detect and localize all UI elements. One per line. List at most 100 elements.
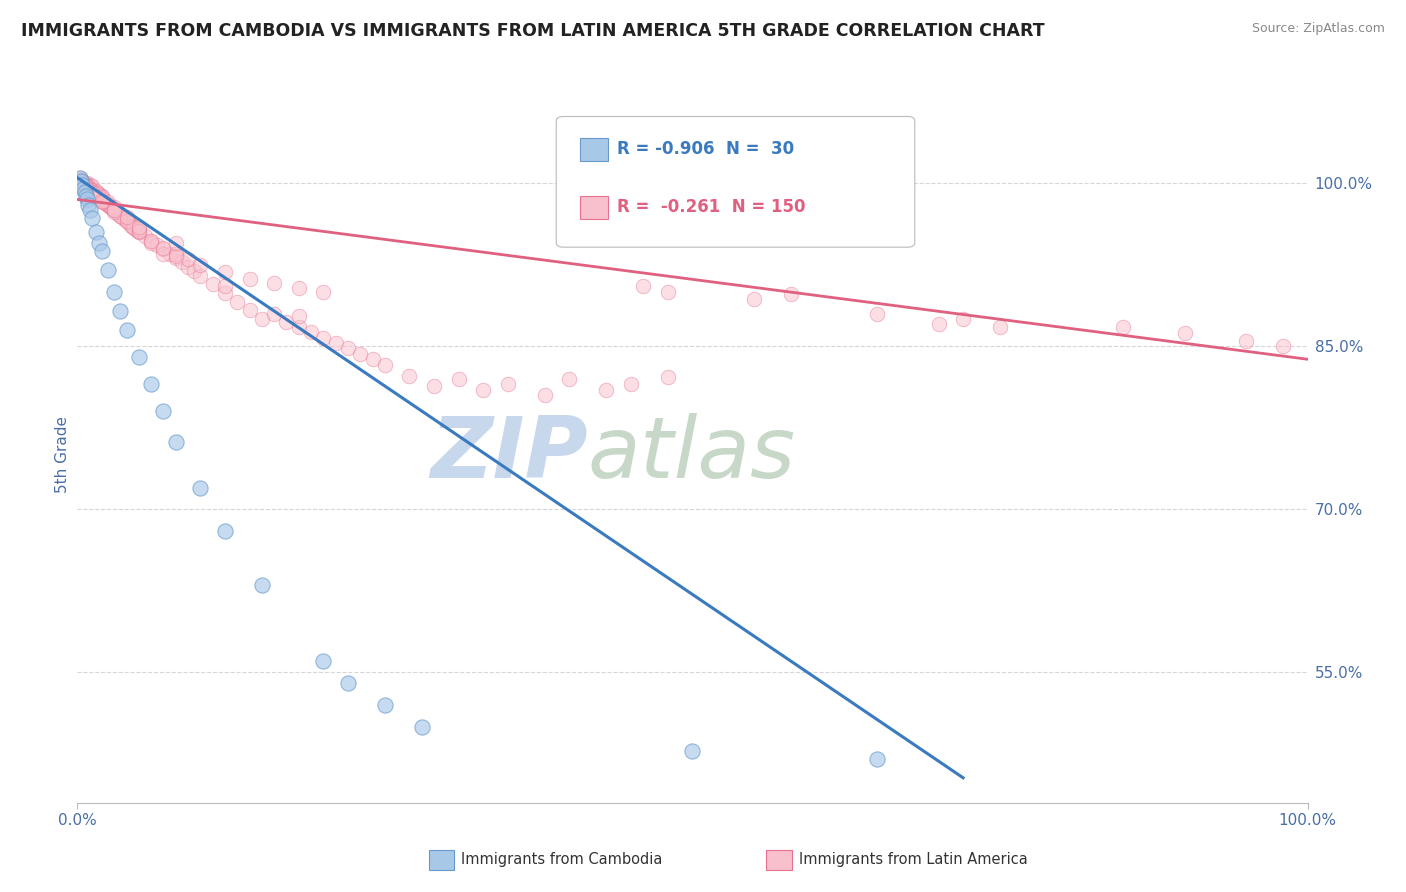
Point bbox=[90, 191, 112, 205]
Point bbox=[77, 180, 100, 194]
Point bbox=[115, 323, 138, 337]
Point bbox=[91, 194, 114, 208]
Point bbox=[82, 211, 104, 225]
Text: ZIP: ZIP bbox=[430, 413, 588, 497]
Point bbox=[86, 188, 108, 202]
Point bbox=[72, 176, 94, 190]
Point bbox=[70, 174, 93, 188]
Point bbox=[97, 263, 120, 277]
Point bbox=[170, 255, 193, 269]
Point bbox=[214, 265, 236, 279]
Point bbox=[103, 200, 125, 214]
Point bbox=[73, 179, 96, 194]
Point bbox=[90, 189, 114, 203]
Point bbox=[100, 200, 122, 214]
Point bbox=[447, 372, 470, 386]
Point bbox=[128, 225, 150, 239]
Point bbox=[214, 285, 236, 300]
Point bbox=[84, 189, 107, 203]
Point bbox=[374, 698, 396, 712]
Point bbox=[111, 210, 132, 224]
Point bbox=[84, 187, 107, 202]
Point bbox=[87, 189, 110, 203]
Point bbox=[263, 307, 285, 321]
Point bbox=[105, 205, 128, 219]
Point bbox=[101, 201, 124, 215]
Text: Immigrants from Cambodia: Immigrants from Cambodia bbox=[461, 853, 662, 867]
Point bbox=[73, 185, 96, 199]
Point bbox=[682, 744, 704, 758]
Point bbox=[361, 352, 384, 367]
Point bbox=[928, 318, 950, 332]
Point bbox=[288, 280, 311, 294]
Point bbox=[152, 404, 174, 418]
Text: R = -0.906  N =  30: R = -0.906 N = 30 bbox=[617, 141, 794, 159]
Point bbox=[70, 174, 93, 188]
Point bbox=[780, 287, 803, 301]
Point bbox=[79, 181, 101, 195]
Point bbox=[165, 247, 187, 261]
Point bbox=[70, 174, 93, 188]
Point bbox=[165, 434, 187, 449]
Point bbox=[70, 173, 93, 187]
Point bbox=[152, 241, 174, 255]
Point bbox=[128, 224, 150, 238]
Point bbox=[97, 198, 120, 212]
Point bbox=[77, 198, 100, 212]
Point bbox=[496, 377, 519, 392]
Text: atlas: atlas bbox=[588, 413, 796, 497]
Point bbox=[239, 272, 262, 286]
Point bbox=[83, 186, 105, 200]
Point bbox=[250, 578, 273, 592]
Point bbox=[214, 279, 236, 293]
Point bbox=[128, 350, 150, 364]
Point bbox=[472, 383, 495, 397]
Point bbox=[98, 199, 121, 213]
Point bbox=[110, 304, 132, 318]
Point bbox=[94, 195, 117, 210]
Point bbox=[89, 190, 111, 204]
Point bbox=[90, 191, 112, 205]
Point bbox=[620, 377, 643, 392]
Point bbox=[96, 196, 118, 211]
Point bbox=[411, 720, 433, 734]
Point bbox=[82, 179, 104, 194]
Point bbox=[1234, 334, 1257, 348]
Point bbox=[177, 252, 200, 267]
Point bbox=[190, 258, 212, 272]
Point bbox=[633, 279, 655, 293]
Point bbox=[312, 655, 335, 669]
Point bbox=[190, 481, 212, 495]
Point bbox=[115, 214, 138, 228]
Point bbox=[226, 294, 249, 309]
Point bbox=[75, 178, 97, 193]
Point bbox=[374, 358, 396, 372]
Point bbox=[79, 184, 101, 198]
Point bbox=[118, 216, 141, 230]
Point bbox=[90, 194, 114, 209]
Point bbox=[165, 251, 187, 265]
Point bbox=[89, 235, 111, 250]
Point bbox=[337, 342, 360, 356]
Point bbox=[76, 193, 98, 207]
Point bbox=[112, 212, 135, 227]
Point bbox=[101, 202, 124, 217]
Text: Source: ZipAtlas.com: Source: ZipAtlas.com bbox=[1251, 22, 1385, 36]
Point bbox=[177, 260, 200, 274]
Point bbox=[152, 247, 174, 261]
Point bbox=[134, 229, 156, 244]
Point bbox=[97, 198, 120, 212]
Point bbox=[103, 203, 125, 218]
Point bbox=[325, 335, 347, 350]
Point bbox=[70, 178, 93, 192]
Point bbox=[73, 178, 96, 192]
Point bbox=[263, 276, 285, 290]
Point bbox=[1112, 319, 1135, 334]
Point bbox=[79, 178, 101, 193]
Point bbox=[349, 347, 371, 361]
Point bbox=[128, 219, 150, 234]
Point bbox=[299, 325, 322, 339]
Point bbox=[90, 194, 114, 208]
Point bbox=[657, 285, 679, 299]
Point bbox=[87, 189, 110, 203]
